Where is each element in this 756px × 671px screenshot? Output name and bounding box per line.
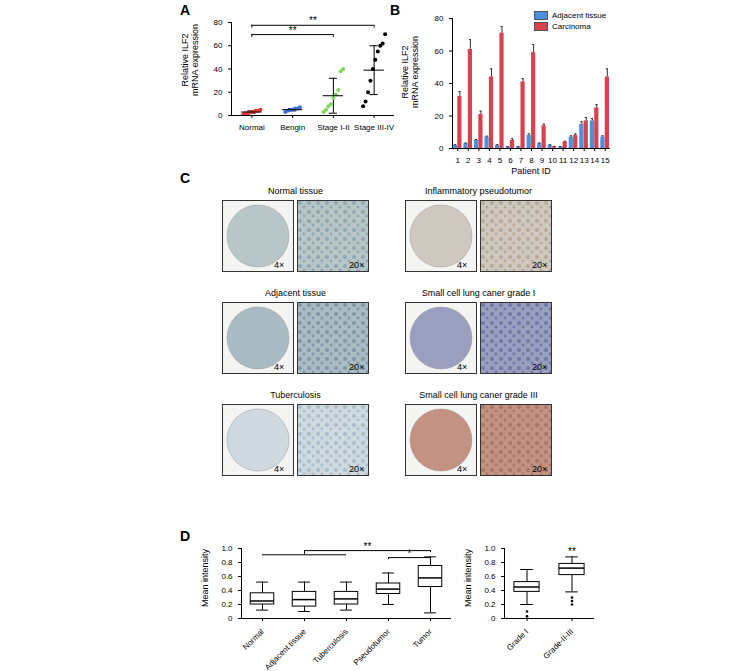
html-text:C: C (180, 170, 191, 186)
svg-text:Bengin: Bengin (280, 123, 305, 132)
svg-text:1: 1 (456, 156, 461, 165)
svg-text:Stage III-IV: Stage III-IV (354, 123, 395, 132)
html-text:A: A (180, 2, 191, 18)
svg-text:60: 60 (214, 41, 223, 50)
html-text:Small cell lung caner grade I: Small cell lung caner grade I (421, 288, 536, 298)
html-text:20×: 20× (532, 260, 548, 270)
html-text:20×: 20× (349, 464, 365, 474)
html-text:Mean intensity: Mean intensity (463, 549, 473, 607)
svg-text:**: ** (289, 25, 297, 36)
svg-text:0: 0 (228, 614, 233, 623)
svg-text:14: 14 (590, 156, 599, 165)
svg-text:4: 4 (487, 156, 492, 165)
svg-text:**: ** (364, 541, 372, 552)
svg-text:**: ** (568, 546, 576, 557)
svg-text:1.0: 1.0 (484, 544, 496, 553)
svg-text:0: 0 (218, 111, 223, 120)
svg-text:20: 20 (435, 112, 444, 121)
svg-text:10: 10 (548, 156, 557, 165)
svg-text:Stage I-II: Stage I-II (317, 123, 349, 132)
html-text:Small cell lung caner grade II: Small cell lung caner grade III (419, 390, 538, 400)
svg-text:7: 7 (519, 156, 524, 165)
html-text:B: B (390, 2, 401, 18)
svg-text:Grade I: Grade I (505, 627, 530, 652)
svg-text:0.6: 0.6 (484, 572, 496, 581)
svg-text:13: 13 (580, 156, 589, 165)
html-text:4×: 4× (457, 464, 468, 474)
svg-text:0.8: 0.8 (484, 558, 496, 567)
html-text:4×: 4× (457, 362, 468, 372)
html-text:4×: 4× (457, 260, 468, 270)
svg-text:60: 60 (435, 47, 444, 56)
svg-text:3: 3 (477, 156, 482, 165)
html-text:20×: 20× (349, 362, 365, 372)
html-text:4×: 4× (274, 362, 285, 372)
svg-text:**: ** (309, 15, 317, 26)
svg-text:80: 80 (435, 14, 444, 23)
svg-text:Tuberculosis: Tuberculosis (311, 627, 349, 665)
html-text:Normal tissue: Normal tissue (268, 186, 323, 196)
svg-text:Pseudotumor: Pseudotumor (352, 627, 392, 667)
svg-text:5: 5 (498, 156, 503, 165)
html-text:Patient ID: Patient ID (511, 166, 551, 176)
svg-text:11: 11 (559, 156, 568, 165)
html-text:20×: 20× (532, 464, 548, 474)
svg-text:Normal: Normal (241, 627, 266, 652)
svg-text:0.2: 0.2 (221, 600, 233, 609)
svg-text:15: 15 (601, 156, 610, 165)
svg-text:0.2: 0.2 (484, 600, 496, 609)
html-text:Relative ILF2 mRNA expression: Relative ILF2 mRNA expression (180, 24, 200, 96)
svg-text:40: 40 (214, 65, 223, 74)
html-text:20×: 20× (349, 260, 365, 270)
html-text:20×: 20× (532, 362, 548, 372)
svg-text:0: 0 (439, 144, 444, 153)
svg-text:0.8: 0.8 (221, 558, 233, 567)
svg-text:9: 9 (540, 156, 545, 165)
svg-text:6: 6 (508, 156, 513, 165)
svg-text:20: 20 (214, 88, 223, 97)
svg-text:0.6: 0.6 (221, 572, 233, 581)
svg-text:*: * (408, 548, 412, 559)
html-text:Inflammatory pseudotumor: Inflammatory pseudotumor (425, 186, 532, 196)
svg-text:0: 0 (491, 614, 496, 623)
svg-text:Tumor: Tumor (411, 627, 434, 650)
svg-text:80: 80 (214, 18, 223, 27)
svg-text:2: 2 (466, 156, 471, 165)
html-text:Relative ILF2 mRNA expression: Relative ILF2 mRNA expression (400, 36, 420, 108)
svg-text:1.0: 1.0 (221, 544, 233, 553)
svg-text:0.4: 0.4 (221, 586, 233, 595)
html-text:Carcinoma: Carcinoma (552, 22, 591, 31)
html-text:4×: 4× (274, 260, 285, 270)
svg-text:40: 40 (435, 79, 444, 88)
svg-text:0.4: 0.4 (484, 586, 496, 595)
html-text:Mean intensity: Mean intensity (200, 549, 210, 607)
svg-text:Adjacent tissue: Adjacent tissue (263, 627, 308, 671)
html-text:4×: 4× (274, 464, 285, 474)
svg-text:12: 12 (569, 156, 578, 165)
html-text:Adjacent tissue: Adjacent tissue (265, 288, 326, 298)
html-text:Tuberculosis: Tuberculosis (270, 390, 321, 400)
svg-text:Normal: Normal (239, 123, 265, 132)
html-text:Adjacent tissue: Adjacent tissue (552, 11, 607, 20)
html-text:D: D (180, 528, 191, 544)
svg-text:Grade-II-III: Grade-II-III (542, 627, 576, 661)
svg-text:8: 8 (529, 156, 534, 165)
